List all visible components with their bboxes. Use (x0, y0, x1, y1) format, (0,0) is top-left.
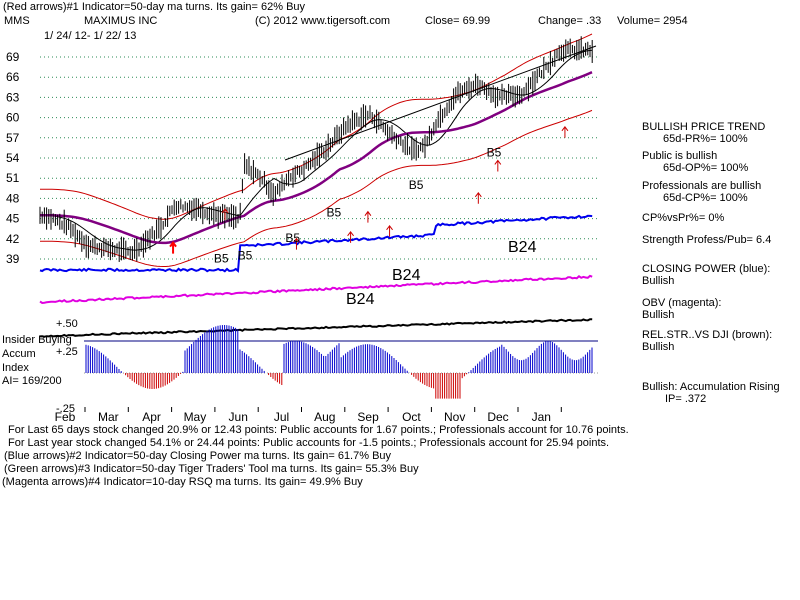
header-indicator-1: (Red arrows)#1 Indicator=50-day ma turns… (3, 1, 306, 13)
footer-last-year: For Last year stock changed 54.1% or 24.… (8, 437, 610, 449)
buy-arrow (474, 191, 482, 204)
close-price: Close= 69.99 (425, 15, 491, 27)
trend-lines (284, 45, 597, 161)
y-tick-label: 66 (6, 70, 20, 84)
price-gridlines (40, 56, 598, 260)
strength-ratio: Strength Profess/Pub= 6.4 (642, 234, 772, 246)
month-label: Dec (487, 410, 508, 424)
signal-labels: B5 B5 B5 B5 B5 B5 B24 B24 B24 (214, 146, 537, 308)
month-label: Sep (357, 410, 379, 424)
buy-arrow (221, 208, 229, 220)
ma-50-day (40, 71, 593, 245)
month-label: Jun (229, 410, 248, 424)
obv-line (39, 274, 593, 305)
footer-indicator-3: (Green arrows)#3 Indicator=50-day Tiger … (4, 463, 419, 475)
price-y-axis: 69 66 63 60 57 54 51 48 45 42 39 (6, 50, 20, 266)
pros-title: Professionals are bullish (642, 180, 762, 192)
upper-band (40, 33, 593, 220)
signal-label-b5: B5 (285, 231, 300, 245)
month-label: Aug (314, 410, 335, 424)
ip-value: IP= .372 (665, 393, 707, 405)
obv-title: OBV (magenta): (642, 297, 722, 309)
accum-label: Accum (2, 348, 36, 360)
accum-minus25: -.25 (56, 403, 75, 415)
buy-arrow (494, 159, 502, 172)
month-label: May (184, 410, 207, 424)
y-tick-label: 60 (6, 111, 20, 125)
buy-arrow (364, 210, 372, 223)
accumulation-histogram (84, 325, 598, 399)
y-tick-label: 54 (6, 151, 20, 165)
relative-strength-line (39, 318, 593, 338)
y-tick-label: 48 (6, 191, 20, 205)
y-tick-label: 69 (6, 50, 20, 64)
date-range: 1/ 24/ 12- 1/ 22/ 13 (44, 30, 137, 42)
signal-arrows (169, 125, 569, 254)
month-label: Apr (142, 410, 161, 424)
public-title: Public is bullish (642, 150, 718, 162)
buy-arrow (169, 240, 177, 254)
month-label: Feb (55, 410, 76, 424)
y-tick-label: 51 (6, 171, 20, 185)
relstr-title: REL.STR..VS DJI (brown): (642, 329, 773, 341)
price-bars (39, 36, 593, 262)
buy-arrow (386, 224, 393, 237)
buy-arrow (347, 231, 354, 243)
copyright: (C) 2012 www.tigersoft.com (255, 15, 391, 27)
buy-arrow (293, 237, 300, 250)
buy-arrow (561, 125, 569, 138)
relstr-value: Bullish (642, 341, 675, 353)
footer-indicator-2: (Blue arrows)#2 Indicator=50-day Closing… (4, 450, 392, 462)
y-tick-label: 57 (6, 131, 20, 145)
month-label: Oct (402, 410, 421, 424)
month-label: Nov (444, 410, 465, 424)
ticker-symbol: MMS (4, 15, 30, 27)
signal-label-b5: B5 (214, 251, 229, 265)
month-label: Jul (274, 410, 289, 424)
accum-plus25: +.25 (56, 346, 78, 358)
signal-label-b5: B5 (326, 206, 341, 220)
signal-label-b5: B5 (238, 249, 253, 263)
signal-label-b5: B5 (487, 146, 502, 160)
signal-label-b24: B24 (508, 239, 537, 256)
ai-value: AI= 169/200 (2, 375, 62, 387)
trend-title: BULLISH PRICE TREND (642, 121, 766, 133)
y-tick-label: 45 (6, 212, 20, 226)
company-name: MAXIMUS INC (84, 15, 158, 27)
month-label: Jan (532, 410, 551, 424)
cp-vs-pr: CP%vsPr%= 0% (642, 212, 725, 224)
indicator-lines (39, 214, 593, 338)
cp-value: 65d-CP%= 100% (663, 192, 748, 204)
op-value: 65d-OP%= 100% (663, 162, 749, 174)
volume-value: Volume= 2954 (617, 15, 688, 27)
footer-65-days: For Last 65 days stock changed 20.9% or … (8, 424, 629, 436)
closing-power-line (39, 214, 593, 273)
signal-label-b24: B24 (346, 291, 375, 308)
y-tick-label: 63 (6, 90, 20, 104)
y-tick-label: 39 (6, 252, 20, 266)
month-axis: Feb Mar Apr May Jun Jul Aug Sep Oct Nov Dec Jan (55, 407, 562, 424)
change-value: Change= .33 (538, 15, 602, 27)
accum-plus50: +.50 (56, 318, 78, 330)
insider-buying-label: Insider Buying (2, 334, 72, 346)
upper-trendline (284, 45, 597, 161)
month-label: Mar (98, 410, 119, 424)
y-tick-label: 42 (6, 232, 20, 246)
footer-indicator-4: (Magenta arrows)#4 Indicator=10-day RSQ … (2, 476, 363, 488)
signal-label-b24: B24 (392, 267, 421, 284)
closing-power-title: CLOSING POWER (blue): (642, 263, 771, 275)
index-label: Index (2, 362, 29, 374)
signal-label-b5: B5 (409, 178, 424, 192)
pr-value: 65d-PR%= 100% (663, 133, 748, 145)
obv-value: Bullish (642, 309, 675, 321)
accum-title: Bullish: Accumulation Rising (642, 381, 780, 393)
closing-power-value: Bullish (642, 275, 675, 287)
